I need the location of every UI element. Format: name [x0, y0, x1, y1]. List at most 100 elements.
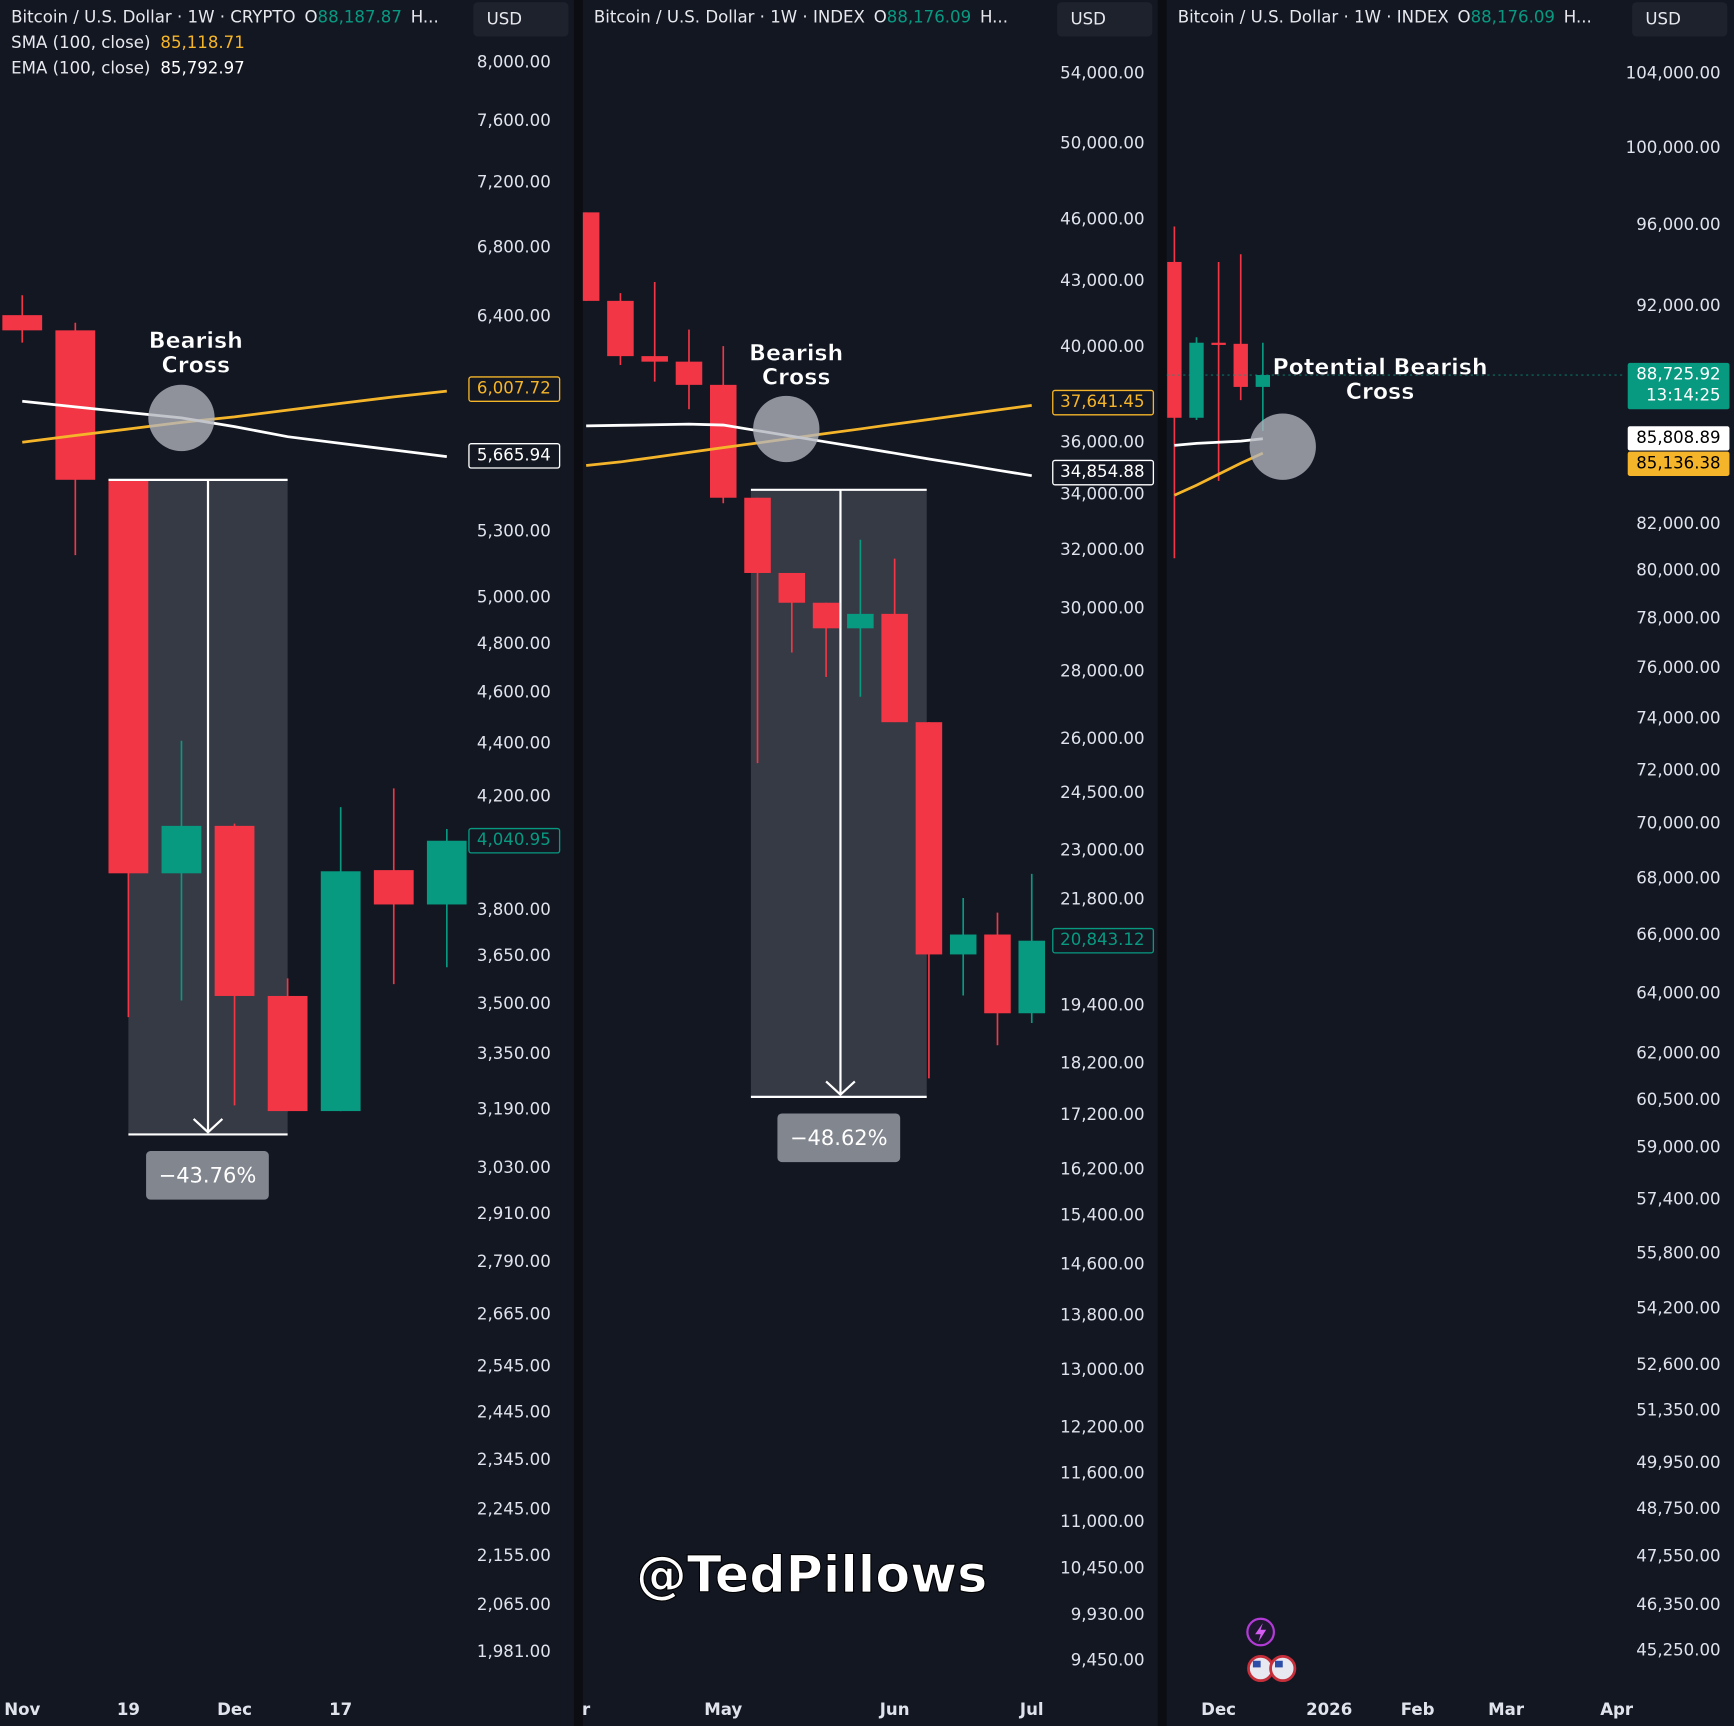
y-tick-label: 54,200.00: [1636, 1298, 1720, 1317]
candle-body: [675, 361, 703, 385]
annotation: Cross: [162, 352, 231, 378]
currency-label: USD: [1645, 9, 1680, 28]
price-label: 85,808.89: [1636, 428, 1720, 447]
indicator-value: 85,792.97: [160, 58, 244, 77]
y-tick-label: 11,000.00: [1060, 1512, 1144, 1531]
y-tick-label: 72,000.00: [1636, 760, 1720, 779]
candle-body: [1233, 343, 1248, 387]
y-tick-label: 5,300.00: [477, 521, 551, 540]
y-tick-label: 14,600.00: [1060, 1254, 1144, 1273]
price-label: 5,665.94: [477, 445, 551, 464]
candle-body: [812, 602, 840, 629]
currency-button[interactable]: [1632, 2, 1728, 37]
header: Bitcoin / U.S. Dollar · 1W · INDEX O88,17…: [1178, 7, 1592, 26]
measure-label-box: [146, 1151, 269, 1200]
y-tick-label: 4,200.00: [477, 786, 551, 805]
y-tick-label: 32,000.00: [1060, 540, 1144, 559]
y-tick-label: 6,400.00: [477, 307, 551, 326]
indicator-name: SMA (100, close): [11, 33, 150, 52]
x-tick-label: Dec: [1201, 1700, 1236, 1719]
x-tick-label: Jul: [1019, 1700, 1044, 1719]
y-tick-label: 12,200.00: [1060, 1418, 1144, 1437]
header-open-value: 88,176.09: [1471, 7, 1555, 26]
price-label-box: [1627, 451, 1730, 476]
candle-body: [949, 934, 977, 955]
moving-average-line: [1174, 437, 1263, 447]
y-tick-label: 4,600.00: [477, 683, 551, 702]
y-tick-label: 46,350.00: [1636, 1595, 1720, 1614]
candle-body: [161, 825, 202, 874]
currency-button[interactable]: [473, 2, 569, 37]
x-tick-label: Apr: [1600, 1700, 1634, 1719]
y-tick-label: 2,345.00: [477, 1450, 551, 1469]
price-label-box: [1052, 927, 1155, 954]
y-tick-label: 1,981.00: [477, 1642, 551, 1661]
candle-body: [1018, 940, 1046, 1014]
measure-label-box: [777, 1113, 901, 1163]
y-tick-label: 46,000.00: [1060, 210, 1144, 229]
candle-body: [984, 934, 1011, 1014]
x-tick-label: Feb: [1401, 1700, 1435, 1719]
header-more: H...: [980, 7, 1008, 26]
y-tick-label: 3,030.00: [477, 1158, 551, 1177]
price-label-box: [1627, 362, 1730, 410]
flag-icon-canton: [1252, 1660, 1261, 1668]
header-open-value: 88,176.09: [887, 7, 971, 26]
header-open-value: 88,187.87: [318, 7, 402, 26]
candle-body: [1189, 342, 1204, 418]
x-tick-label: Mar: [1488, 1700, 1525, 1719]
x-tick-label: 17: [329, 1700, 352, 1719]
candle-body: [641, 356, 668, 362]
annotation: Bearish: [749, 340, 843, 366]
y-tick-label: 4,400.00: [477, 733, 551, 752]
y-tick-label: 9,450.00: [1071, 1650, 1145, 1669]
y-tick-label: 30,000.00: [1060, 599, 1144, 618]
price-label: 85,136.38: [1636, 453, 1720, 472]
y-tick-label: 2,155.00: [477, 1546, 551, 1565]
y-tick-label: 15,400.00: [1060, 1206, 1144, 1225]
annotation: Cross: [1346, 379, 1415, 405]
candle-body: [847, 613, 874, 629]
header-open-prefix: O: [1458, 7, 1471, 26]
y-tick-label: 9,930.00: [1071, 1605, 1145, 1624]
y-tick-label: 5,000.00: [477, 588, 551, 607]
moving-average-line: [1173, 451, 1264, 497]
candle-body: [1255, 375, 1271, 387]
y-tick-label: 74,000.00: [1636, 708, 1720, 727]
watermark: @TedPillows: [636, 1545, 987, 1604]
y-tick-label: 47,550.00: [1636, 1546, 1720, 1565]
y-tick-label: 2,245.00: [477, 1500, 551, 1519]
y-tick-label: 49,950.00: [1636, 1453, 1720, 1472]
y-tick-label: 45,250.00: [1636, 1640, 1720, 1659]
y-tick-label: 3,800.00: [477, 900, 551, 919]
candle-body: [744, 497, 771, 573]
y-tick-label: 64,000.00: [1636, 983, 1720, 1002]
indicator-legend: SMA (100, close) 85,118.71: [11, 33, 245, 52]
indicator-value: 85,118.71: [160, 33, 244, 52]
price-label-box: [468, 827, 561, 854]
annotation: Cross: [762, 365, 831, 391]
y-tick-label: 43,000.00: [1060, 271, 1144, 290]
candle-body: [915, 722, 943, 955]
cross-marker: [1249, 413, 1316, 480]
flag-icon: [1247, 1654, 1275, 1683]
y-tick-label: 70,000.00: [1636, 814, 1720, 833]
currency-button[interactable]: [1057, 2, 1153, 37]
x-tick-label: Nov: [4, 1700, 40, 1719]
price-label: 37,641.45: [1060, 392, 1144, 411]
price-label: 34,854.88: [1060, 462, 1144, 481]
y-tick-label: 82,000.00: [1636, 514, 1720, 533]
y-tick-label: 50,000.00: [1060, 134, 1144, 153]
y-tick-label: 54,000.00: [1060, 64, 1144, 83]
y-tick-label: 57,400.00: [1636, 1190, 1720, 1209]
header-title: Bitcoin / U.S. Dollar · 1W · INDEX: [594, 7, 865, 26]
y-tick-label: 104,000.00: [1626, 64, 1721, 83]
x-tick-label: Dec: [217, 1700, 252, 1719]
cross-marker: [753, 395, 820, 463]
y-tick-label: 4,800.00: [477, 634, 551, 653]
panel-separator: [573, 0, 583, 1726]
